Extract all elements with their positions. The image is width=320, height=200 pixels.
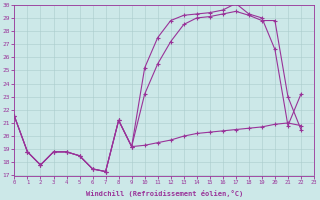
- X-axis label: Windchill (Refroidissement éolien,°C): Windchill (Refroidissement éolien,°C): [85, 190, 243, 197]
